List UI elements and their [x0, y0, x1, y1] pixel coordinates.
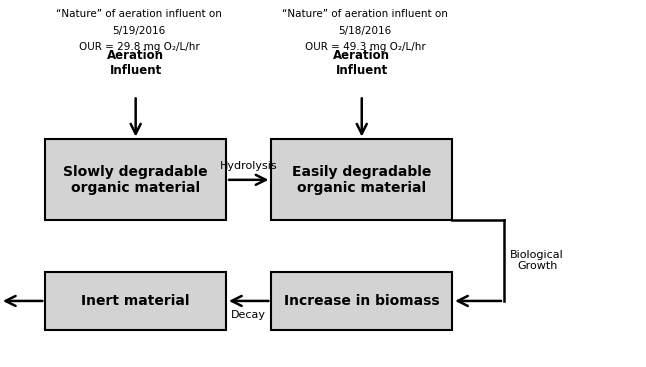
- Text: Aeration
Influent: Aeration Influent: [107, 49, 164, 77]
- FancyBboxPatch shape: [45, 139, 226, 220]
- Text: Increase in biomass: Increase in biomass: [284, 294, 439, 308]
- Text: Aeration
Influent: Aeration Influent: [333, 49, 390, 77]
- Text: “Nature” of aeration influent on: “Nature” of aeration influent on: [56, 9, 222, 19]
- Text: Slowly degradable
organic material: Slowly degradable organic material: [63, 165, 208, 195]
- Text: OUR = 49.3 mg O₂/L/hr: OUR = 49.3 mg O₂/L/hr: [305, 42, 425, 52]
- FancyBboxPatch shape: [45, 272, 226, 330]
- Text: “Nature” of aeration influent on: “Nature” of aeration influent on: [282, 9, 448, 19]
- Text: 5/18/2016: 5/18/2016: [339, 26, 391, 36]
- Text: Biological
Growth: Biological Growth: [510, 250, 564, 271]
- Text: Easily degradable
organic material: Easily degradable organic material: [292, 165, 432, 195]
- Text: OUR = 29.8 mg O₂/L/hr: OUR = 29.8 mg O₂/L/hr: [79, 42, 199, 52]
- Text: Decay: Decay: [231, 310, 266, 320]
- Text: 5/19/2016: 5/19/2016: [112, 26, 165, 36]
- FancyBboxPatch shape: [271, 272, 452, 330]
- Text: Hydrolysis: Hydrolysis: [220, 161, 278, 171]
- Text: Inert material: Inert material: [81, 294, 190, 308]
- FancyBboxPatch shape: [271, 139, 452, 220]
